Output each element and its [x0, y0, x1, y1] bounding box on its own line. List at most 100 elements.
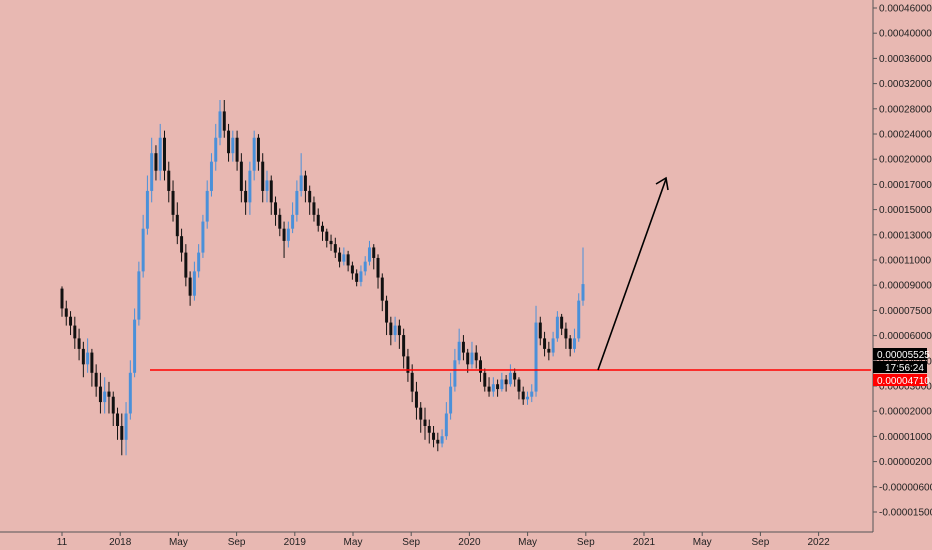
x-tick-label: Sep [577, 537, 595, 548]
candle-body [261, 161, 265, 191]
candle-body [299, 175, 303, 191]
candlestick-series [60, 100, 585, 456]
candle-body [269, 180, 273, 203]
y-tick-label: 0.00007500 [879, 306, 932, 317]
candle-body [295, 190, 299, 215]
x-tick-label: 2020 [458, 537, 481, 548]
candle-body [278, 214, 282, 229]
candle-body [355, 273, 359, 282]
candle-body [86, 352, 90, 365]
candle-body [107, 391, 111, 397]
y-tick: 0.00040000 [873, 29, 932, 40]
x-tick-label: 2019 [284, 537, 307, 548]
x-tick: 2022 [807, 532, 830, 548]
candle-body [538, 322, 542, 339]
candle-body [235, 137, 239, 162]
candle-body [436, 439, 440, 444]
x-tick-label: 11 [57, 537, 68, 548]
candle-body [543, 338, 547, 349]
candle-body [205, 190, 209, 222]
time-axis[interactable]: 11 2018 May Sep 2019 May Sep 2020 May Sep 2021 May S… [0, 531, 873, 548]
y-tick: 0.00032000 [873, 79, 932, 90]
y-tick: 0.00024000 [873, 130, 932, 141]
x-tick-label: 2018 [109, 537, 132, 548]
candle-body [414, 391, 418, 408]
countdown-tag: 17:56:24 [873, 361, 927, 374]
candle-body [380, 277, 384, 301]
candle-body [496, 384, 500, 390]
candle-body [77, 338, 81, 349]
candle-body [568, 338, 572, 349]
y-tick: 0.00028000 [873, 104, 932, 115]
candle-body [367, 247, 371, 262]
y-tick-label: -0.00001500 [879, 508, 932, 519]
y-tick-label: 0.00013000 [879, 230, 932, 241]
candle-body [376, 257, 380, 278]
x-tick-label: Sep [402, 537, 420, 548]
candle-body [402, 335, 406, 357]
x-tick: Sep [402, 532, 421, 548]
candle-body [427, 426, 431, 433]
support-price-label: 0.00004710 [877, 376, 930, 387]
candle-body [385, 300, 389, 323]
y-tick-label: 0.00015000 [879, 205, 932, 216]
x-tick: Sep [577, 532, 595, 548]
y-tick-label: 0.00046000 [879, 4, 932, 15]
x-tick-label: May [693, 537, 712, 548]
candle-body [244, 190, 248, 203]
y-tick-label: 0.00024000 [879, 130, 932, 141]
candle-body [111, 396, 115, 414]
candle-body [81, 348, 85, 365]
y-tick-label: 0.00036000 [879, 54, 932, 65]
x-tick: 2021 [633, 532, 656, 548]
price-axis[interactable]: 0.00046000 0.00040000 0.00036000 0.00032000… [872, 0, 932, 532]
x-tick: May [169, 532, 188, 548]
y-tick-label: 0.00002000 [879, 407, 932, 418]
candle-body [410, 372, 414, 392]
x-tick-label: May [518, 537, 537, 548]
candle-body [291, 214, 295, 229]
candle-body [325, 231, 329, 241]
candle-body [158, 137, 162, 171]
x-tick: May [693, 532, 712, 548]
candle-body [184, 252, 188, 278]
candle-body [521, 391, 525, 400]
candle-body [444, 413, 448, 437]
candle-body [64, 308, 68, 317]
candle-body [286, 228, 290, 241]
candle-body [483, 372, 487, 387]
candle-body [312, 202, 316, 215]
candle-body [316, 214, 320, 226]
y-tick-label: 0.00040000 [879, 29, 932, 40]
x-tick: Sep [752, 532, 770, 548]
candle-body [453, 360, 457, 387]
y-tick: 0.00036000 [873, 54, 932, 65]
x-tick-label: 2022 [807, 537, 830, 548]
candle-body [274, 202, 278, 215]
candle-body [103, 391, 107, 403]
y-tick-label: 0.00006000 [879, 331, 932, 342]
candle-body [363, 261, 367, 272]
candle-body [214, 137, 218, 162]
candle-body [513, 372, 517, 380]
x-tick: 2020 [458, 532, 481, 548]
y-tick-label: 0.00000200 [879, 457, 932, 468]
candle-body [69, 316, 73, 326]
x-tick: 2019 [284, 532, 307, 548]
y-tick-label: -0.00000600 [879, 482, 932, 493]
projection-arrow-shaft [597, 178, 667, 371]
candle-body [560, 316, 564, 329]
y-tick: 0.00013000 [873, 230, 932, 241]
candle-body [564, 328, 568, 339]
candle-body [116, 413, 120, 426]
x-tick-label: May [169, 537, 188, 548]
last-price-tag: 0.00005525 [873, 348, 930, 361]
candle-body [572, 338, 576, 349]
candle-body [508, 372, 512, 385]
x-tick-label: 2021 [633, 537, 656, 548]
candle-body [530, 391, 534, 397]
candle-body [90, 352, 94, 373]
candle-body [393, 325, 397, 336]
candle-body [145, 190, 149, 229]
